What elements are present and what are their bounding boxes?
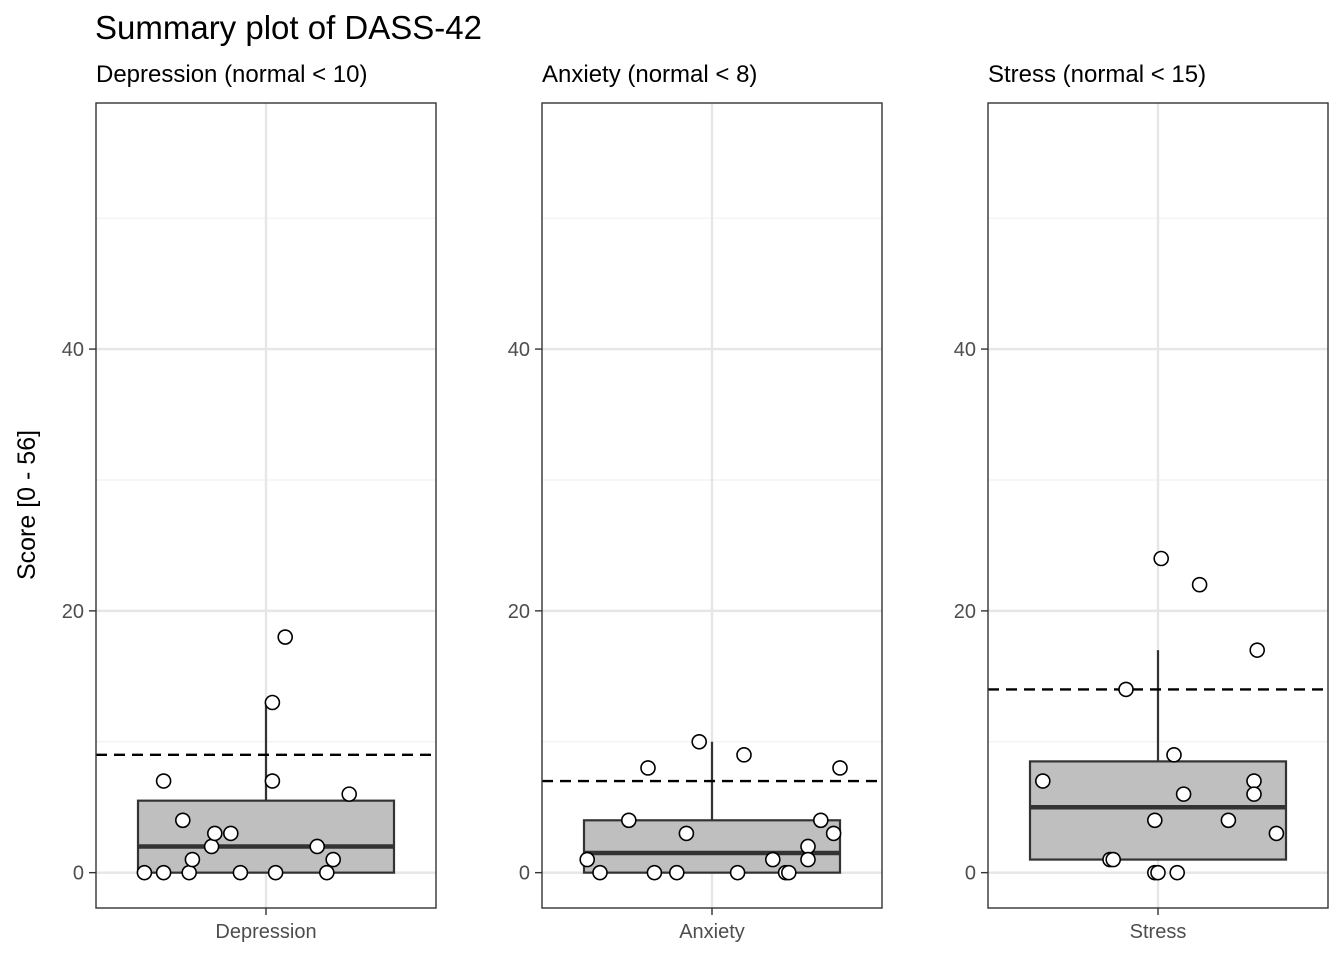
data-point [691,733,708,750]
y-tick-label: 20 [954,601,976,623]
panels: Depression (normal < 10) 0 20 40 Depression A… [62,61,1329,943]
y-tick-label: 40 [62,339,84,361]
panel-subtitle: Anxiety (normal < 8) [542,61,757,88]
data-point [1246,786,1262,802]
data-point [729,864,746,881]
data-point [264,773,281,789]
data-point [136,864,153,881]
x-tick-label: Anxiety [679,921,745,943]
data-point [325,851,342,868]
data-point [267,864,284,881]
data-point [318,864,335,881]
x-tick-label: Stress [1130,921,1187,943]
data-point [1191,576,1208,593]
data-point [184,851,201,868]
data-point [223,825,239,842]
panel-depression: Depression (normal < 10) 0 20 40 Depression [62,61,437,943]
x-tick-label: Depression [215,921,316,943]
y-tick-label: 0 [73,863,84,885]
data-point [1035,773,1051,789]
data-point [207,825,223,842]
data-point [579,851,596,868]
data-point [646,864,663,881]
data-point [825,825,842,842]
data-point [1268,825,1285,842]
box [1028,760,1288,861]
chart-title: Summary plot of DASS-42 [95,9,482,46]
data-point [175,812,191,829]
data-point [203,838,220,855]
data-point [155,864,172,881]
data-point [1169,864,1185,881]
y-tick-label: 0 [965,863,976,885]
data-point [1153,550,1169,567]
data-point [264,694,281,711]
panel-anxiety: Anxiety (normal < 8) 0 20 40 Anxiety [508,61,883,943]
data-point [1105,851,1121,868]
data-point [277,629,294,645]
data-point [736,747,752,763]
panel-subtitle: Stress (normal < 15) [988,61,1206,88]
data-point [181,864,197,881]
data-point [764,851,781,868]
data-point [640,760,656,776]
data-point [1175,786,1192,802]
data-point [1166,747,1182,763]
y-tick-label: 40 [954,339,976,361]
data-point [1220,812,1237,829]
data-point [780,864,797,881]
data-point [678,825,695,842]
panel-subtitle: Depression (normal < 10) [96,61,367,88]
data-point [155,773,172,789]
data-point [620,812,637,829]
data-point [668,864,685,881]
panel-stress: Stress (normal < 15) 0 20 40 Stress [954,61,1329,943]
data-point [1249,642,1265,658]
data-point [832,760,848,776]
data-point [1147,812,1163,829]
y-tick-label: 20 [508,601,530,623]
data-point [800,851,816,868]
y-tick-label: 0 [519,863,530,885]
data-point [1118,681,1134,698]
y-axis-label: Score [0 - 56] [13,430,41,580]
box [582,819,842,874]
data-point [341,786,358,802]
y-tick-label: 20 [62,601,84,623]
data-point [1150,864,1166,881]
box [136,799,396,874]
data-point [592,864,608,881]
data-point [1246,773,1262,789]
y-tick-label: 40 [508,339,530,361]
data-point [309,838,326,855]
data-point [800,838,816,855]
data-point [232,864,249,881]
data-point [812,812,829,829]
